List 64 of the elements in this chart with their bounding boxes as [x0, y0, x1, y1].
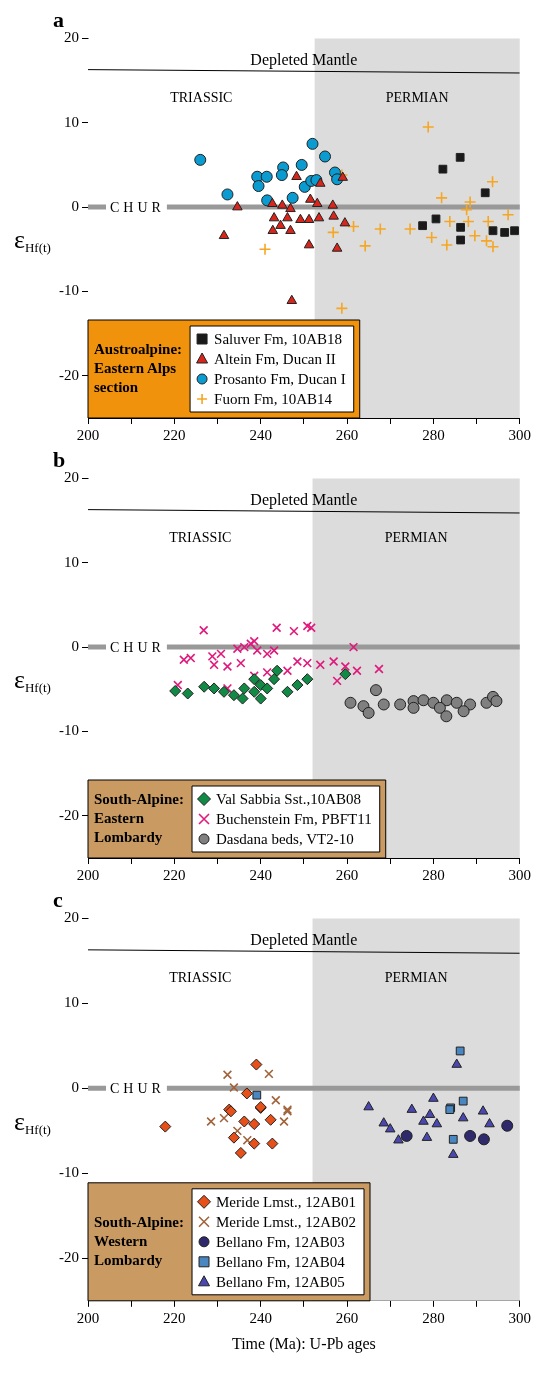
- y-tick-label: 10: [64, 994, 79, 1011]
- legend-label: Bellano Fm, 12AB03: [216, 1233, 345, 1250]
- x-tick-label: 200: [76, 1309, 100, 1326]
- y-tick-label: -10: [59, 282, 79, 299]
- band-label: TRIASSIC: [170, 90, 233, 106]
- legend-title: Austroalpine: Eastern Alps section: [94, 341, 183, 396]
- x-tick-label: 280: [422, 426, 445, 443]
- series-label: Depleted Mantle: [250, 490, 358, 509]
- y-tick-label: -20: [59, 1249, 79, 1266]
- band-label: TRIASSIC: [169, 970, 232, 986]
- y-tick-label: 0: [71, 198, 79, 215]
- chart-title: c: [53, 886, 63, 912]
- y-tick-label: 20: [64, 909, 79, 926]
- legend-label: Altein Fm, Ducan II: [214, 350, 336, 367]
- band-label: TRIASSIC: [169, 530, 232, 546]
- y-tick-label: 10: [64, 553, 79, 570]
- x-tick-label: 220: [163, 1309, 186, 1326]
- band-label: PERMIAN: [384, 970, 448, 986]
- y-tick-label: 10: [64, 113, 79, 130]
- x-tick-label: 260: [335, 1309, 359, 1326]
- x-tick-label: 240: [249, 866, 272, 883]
- y-tick-label: 0: [71, 1079, 79, 1096]
- ref-line-label: CHUR: [110, 639, 165, 655]
- band-label: PERMIAN: [384, 530, 448, 546]
- x-tick-label: 260: [335, 426, 359, 443]
- x-tick-label: 240: [249, 426, 272, 443]
- legend-label: Fuorn Fm, 10AB14: [214, 390, 333, 407]
- x-axis-title: Time (Ma): U-Pb ages: [231, 1334, 376, 1353]
- legend-label: Bellano Fm, 12AB04: [216, 1253, 346, 1270]
- y-tick-label: 0: [71, 638, 79, 655]
- y-tick-label: -20: [59, 366, 79, 383]
- y-tick-label: 20: [64, 29, 79, 46]
- x-tick-label: 300: [508, 1309, 531, 1326]
- x-tick-label: 300: [508, 426, 531, 443]
- x-tick-label: 220: [163, 866, 186, 883]
- legend-title: South-Alpine: Western Lombardy: [94, 1214, 185, 1269]
- series-label: Depleted Mantle: [250, 930, 358, 949]
- y-tick-label: -10: [59, 1164, 79, 1181]
- x-tick-label: 220: [163, 426, 186, 443]
- x-tick-label: 280: [422, 1309, 445, 1326]
- y-tick-label: -10: [59, 722, 79, 739]
- x-tick-label: 300: [508, 866, 531, 883]
- legend-label: Meride Lmst., 12AB01: [216, 1193, 357, 1210]
- legend-label: Val Sabbia Sst.,10AB08: [216, 790, 362, 807]
- ref-line-label: CHUR: [110, 1081, 165, 1097]
- series-label: Depleted Mantle: [250, 50, 358, 69]
- x-tick-label: 260: [335, 866, 359, 883]
- ref-line-label: CHUR: [110, 199, 165, 215]
- legend-label: Saluver Fm, 10AB18: [214, 330, 342, 347]
- x-tick-label: 280: [422, 866, 445, 883]
- x-tick-label: 240: [249, 1309, 272, 1326]
- band-label: PERMIAN: [385, 90, 449, 106]
- legend-title: South-Alpine: Eastern Lombardy: [94, 791, 185, 846]
- x-tick-label: 200: [76, 866, 100, 883]
- legend-label: Dasdana beds, VT2-10: [216, 830, 354, 847]
- legend-label: Meride Lmst., 12AB02: [216, 1213, 357, 1230]
- legend-label: Buchenstein Fm, PBFT11: [216, 810, 372, 827]
- y-tick-label: 20: [64, 469, 79, 486]
- chart-title: a: [53, 6, 64, 32]
- legend-label: Prosanto Fm, Ducan I: [214, 370, 346, 387]
- x-tick-label: 200: [76, 426, 100, 443]
- legend-label: Bellano Fm, 12AB05: [216, 1273, 345, 1290]
- y-tick-label: -20: [59, 806, 79, 823]
- chart-title: b: [53, 446, 66, 472]
